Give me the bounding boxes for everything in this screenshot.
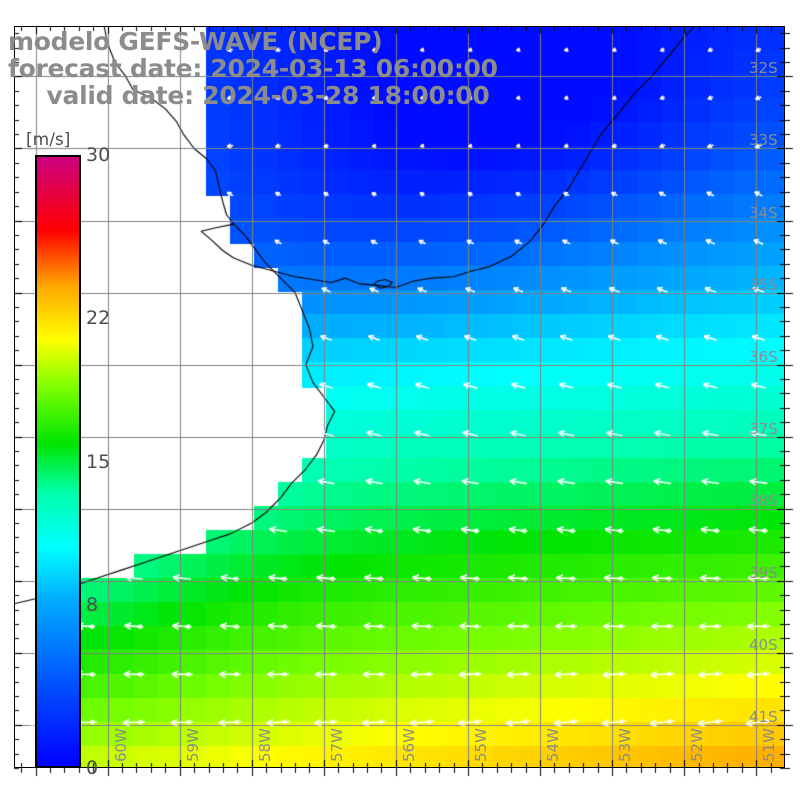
colorbar[interactable] xyxy=(35,155,81,768)
longitude-label-57W: 57W xyxy=(327,728,346,762)
colorbar-tick-30: 30 xyxy=(86,144,111,166)
title-model-line: modelo GEFS-WAVE (NCEP) xyxy=(8,27,383,56)
longitude-label-54W: 54W xyxy=(544,728,562,762)
map-plot-area[interactable] xyxy=(14,26,785,768)
latitude-label-40S: 40S xyxy=(749,635,778,654)
colorbar-tick-15: 15 xyxy=(86,450,111,473)
latitude-label-38S: 38S xyxy=(749,491,778,510)
colorbar-tick-0: 0 xyxy=(86,757,99,779)
wind-direction-arrows-layer xyxy=(14,26,785,768)
longitude-label-53W: 53W xyxy=(616,728,635,762)
latitude-label-33S: 33S xyxy=(749,131,778,150)
latitude-label-35S: 35S xyxy=(749,275,778,294)
longitude-label-60W: 60W xyxy=(111,728,130,762)
longitude-label-58W: 58W xyxy=(255,728,274,762)
colorbar-unit-label: [m/s] xyxy=(26,130,71,150)
longitude-label-51W: 51W xyxy=(760,728,779,762)
latitude-label-39S: 39S xyxy=(749,563,778,582)
longitude-label-55W: 55W xyxy=(471,728,490,762)
title-valid-date: valid date: 2024-03-28 18:00:00 xyxy=(46,81,490,110)
title-forecast-date: forecast date: 2024-03-13 06:00:00 xyxy=(8,54,498,83)
longitude-label-52W: 52W xyxy=(688,728,707,762)
colorbar-gradient xyxy=(35,155,81,768)
latitude-label-34S: 34S xyxy=(749,203,778,222)
longitude-label-56W: 56W xyxy=(399,728,418,762)
latitude-label-32S: 32S xyxy=(749,59,778,78)
colorbar-tick-8: 8 xyxy=(86,593,99,616)
map-title-block: modelo GEFS-WAVE (NCEP) forecast date: 2… xyxy=(8,28,528,109)
longitude-label-59W: 59W xyxy=(183,728,202,762)
latitude-label-36S: 36S xyxy=(749,347,778,366)
colorbar-tick-22: 22 xyxy=(86,307,111,330)
latitude-label-41S: 41S xyxy=(749,707,778,726)
latitude-label-37S: 37S xyxy=(749,419,778,438)
